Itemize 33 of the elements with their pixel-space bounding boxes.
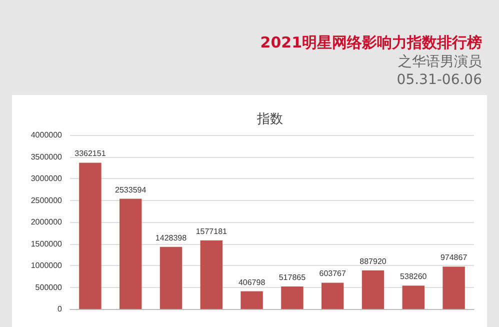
data-label: 1428398 (155, 233, 188, 242)
y-tick-label: 500000 (35, 282, 63, 292)
data-label: 974867 (440, 253, 468, 262)
y-tick-label: 4000000 (30, 130, 63, 140)
y-tick-label: 2000000 (30, 218, 63, 226)
bar (119, 198, 142, 309)
chart-title: 2021明星网络影响力指数排行榜 (260, 34, 482, 52)
y-tick-label: 1500000 (30, 239, 63, 248)
data-label: 887920 (360, 256, 387, 266)
data-label: 603767 (319, 269, 346, 278)
bar (240, 291, 263, 309)
bar (321, 282, 344, 309)
bar (200, 240, 223, 309)
bar (281, 286, 304, 309)
y-tick-label: 2500000 (30, 196, 63, 205)
y-tick-label: 3000000 (30, 174, 63, 183)
y-tick-label: 0 (58, 304, 63, 314)
chart-subtitle: 之华语男演员 (398, 54, 482, 70)
bar (442, 266, 465, 309)
y-tick-label: 3500000 (30, 152, 63, 162)
text: 05.31-06.06 (396, 72, 482, 88)
bar (79, 162, 102, 309)
bar (402, 286, 425, 309)
data-label: 3362151 (74, 149, 106, 158)
bar (362, 270, 384, 309)
data-label: 517865 (278, 272, 306, 282)
text: 指数 (256, 112, 283, 127)
data-label: 538260 (400, 272, 428, 282)
data-label: 2533594 (115, 185, 147, 194)
y-tick-label: 1000000 (30, 261, 63, 270)
data-label: 1577181 (196, 226, 228, 236)
bar (160, 246, 182, 309)
data-label: 406798 (238, 278, 266, 287)
